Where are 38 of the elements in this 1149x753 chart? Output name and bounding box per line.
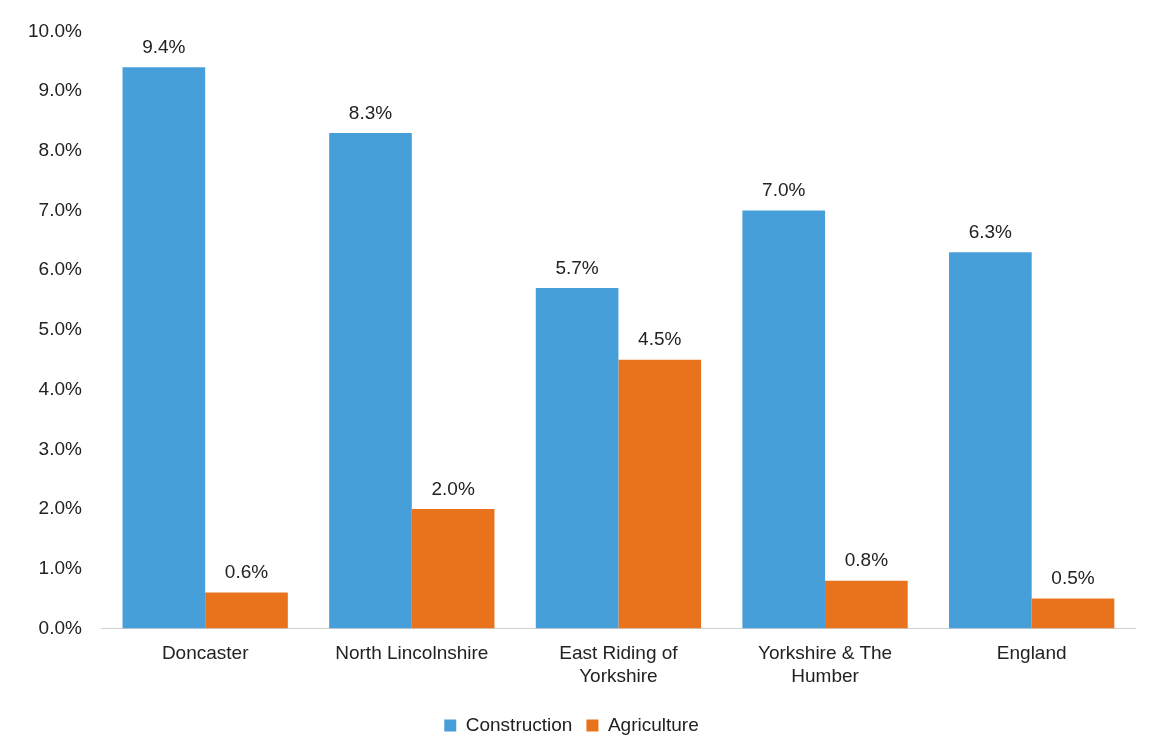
bar: [618, 359, 702, 629]
y-tick-label: 8.0%: [38, 139, 82, 161]
x-tick-label: Doncaster: [161, 642, 250, 664]
data-label: 9.4%: [142, 35, 186, 57]
bar: [122, 67, 206, 629]
bar: [329, 132, 412, 629]
data-label: 0.5%: [1051, 567, 1095, 589]
y-tick-label: 3.0%: [38, 437, 82, 459]
bar: [949, 252, 1032, 629]
legend-label: Construction: [465, 713, 573, 735]
y-tick-label: 4.0%: [38, 377, 82, 399]
legend-label: Agriculture: [607, 713, 699, 735]
bar: [411, 509, 495, 629]
data-label: 8.3%: [348, 101, 393, 123]
data-label: 0.8%: [844, 549, 889, 571]
y-tick-label: 6.0%: [38, 258, 82, 280]
bar: [742, 210, 826, 629]
y-tick-label: 5.0%: [38, 318, 82, 340]
x-tick-label: England: [996, 642, 1067, 664]
y-tick-label: 7.0%: [38, 198, 82, 220]
data-label: 7.0%: [762, 179, 806, 201]
y-tick-label: 0.0%: [38, 616, 82, 638]
data-label: 6.3%: [968, 221, 1013, 243]
x-tick-label: Yorkshire & The Humber: [757, 642, 893, 686]
x-tick-label: North Lincolnshire: [335, 642, 489, 664]
bar: [825, 580, 908, 629]
data-label: 0.6%: [224, 561, 269, 583]
y-tick-label: 10.0%: [28, 19, 82, 41]
y-tick-label: 2.0%: [38, 497, 82, 519]
data-label: 2.0%: [431, 477, 475, 499]
data-label: 4.5%: [638, 328, 682, 350]
y-tick-label: 1.0%: [38, 556, 82, 578]
data-label: 5.7%: [555, 256, 599, 278]
bar: [205, 592, 288, 629]
x-tick-label: East Riding of Yorkshire: [559, 642, 679, 686]
bar: [1031, 598, 1115, 629]
bar: [535, 288, 619, 629]
y-tick-label: 9.0%: [38, 79, 82, 101]
